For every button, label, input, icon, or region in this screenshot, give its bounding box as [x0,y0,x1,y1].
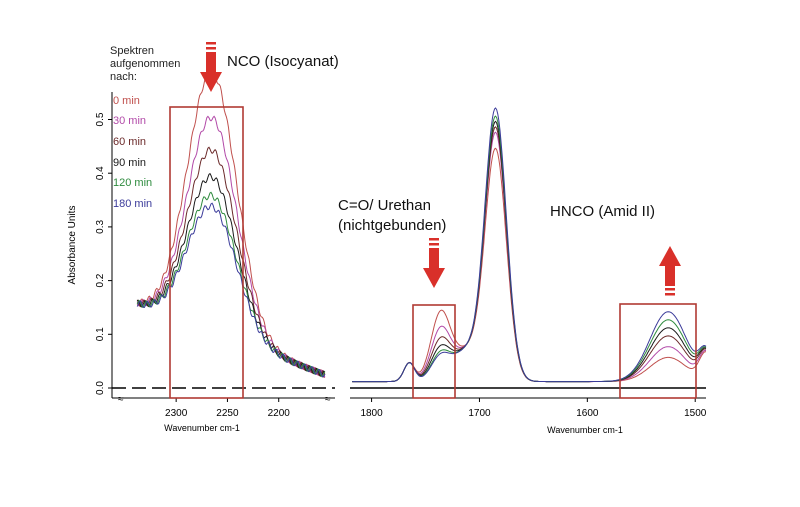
x-tick-label-right: 1500 [684,408,707,419]
x-tick-label-right: 1700 [468,408,491,419]
nco-highlight-box [169,106,244,399]
urethan-arrow-stripe [429,243,439,246]
spectrum-line-left [136,68,326,378]
x-axis-label-left: Wavenumber cm-1 [164,423,240,433]
legend-title-line: Spektren [110,45,155,57]
x-tick-label-left: 2300 [165,408,188,419]
legend-item-30min: 30 min [113,115,147,127]
nco-annotation: NCO (Isocyanat) [227,53,339,70]
y-tick-label: 0.0 [95,381,106,395]
urethan-highlight-box [412,304,456,399]
urethan-arrow-head [423,268,445,288]
x-tick-label-right: 1800 [360,408,383,419]
axis-break-mid: ≈ [325,394,331,405]
urethan-annotation-line2: (nichtgebunden) [338,217,447,234]
legend-item-0min: 0 min [113,95,140,107]
legend-title-line: aufgenommen [110,58,181,70]
amid-annotation: HNCO (Amid II) [550,203,655,220]
spectrum-line-right [352,120,707,383]
legend-item-60min: 60 min [113,136,147,148]
legend-item-120min: 120 min [113,177,153,189]
amid-arrow-shaft [665,266,675,286]
nco-arrow-head [200,72,222,92]
legend-item-180min: 180 min [113,198,153,210]
spectrum-line-right [352,107,707,383]
x-tick-label-left: 2200 [268,408,291,419]
spectrum-line-left [136,172,326,377]
spectrum-line-right [352,147,706,383]
x-tick-label-left: 2250 [216,408,239,419]
axis-break-left: ≈ [118,394,124,405]
nco-arrow-stripe [206,47,216,50]
amid-arrow-stripe [665,288,675,291]
nco-arrow-stripe [206,42,216,45]
nco-arrow-shaft [206,52,216,72]
urethan-annotation-line1: C=O/ Urethan [338,197,431,214]
spectrum-line-left [136,202,326,378]
spectrum-line-right [352,115,707,383]
legend-title: Spektren aufgenommen nach: [110,45,180,84]
y-tick-label: 0.5 [95,112,106,126]
amid-highlight-box [619,303,697,399]
x-axis-label-right: Wavenumber cm-1 [547,425,623,435]
spectrum-line-left [136,146,326,377]
amid-arrow-head [659,246,681,266]
y-axis-label: Absorbance Units [67,206,78,285]
urethan-arrow-shaft [429,248,439,268]
legend-item-90min: 90 min [113,157,147,169]
amid-arrow-stripe [665,293,675,296]
y-tick-label: 0.3 [95,220,106,234]
y-tick-label: 0.1 [95,327,106,341]
urethan-arrow-stripe [429,238,439,241]
legend-title-line: nach: [110,71,137,83]
x-tick-label-right: 1600 [576,408,599,419]
y-tick-label: 0.2 [95,273,106,287]
y-tick-label: 0.4 [95,166,106,180]
